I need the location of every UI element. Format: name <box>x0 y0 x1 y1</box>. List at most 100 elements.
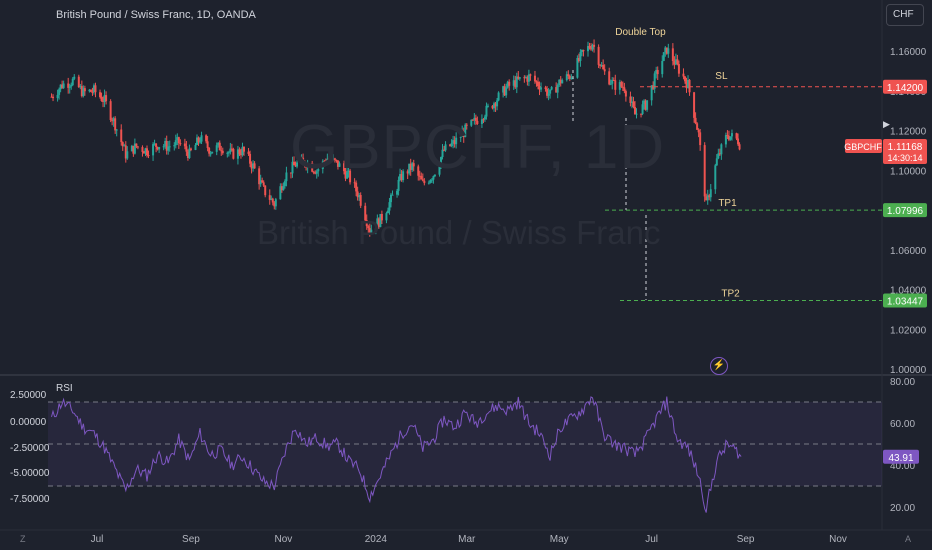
candle-body <box>512 80 515 86</box>
candle-body <box>321 161 324 170</box>
candle-body <box>599 64 602 66</box>
candle-body <box>418 175 421 177</box>
candle-body <box>540 87 543 90</box>
candle-body <box>544 87 547 90</box>
candle-body <box>239 154 242 156</box>
candle-body <box>332 158 335 160</box>
candle-body <box>280 186 283 191</box>
candle-body <box>123 145 126 147</box>
candle-body <box>612 79 615 81</box>
candle-body <box>347 170 350 173</box>
candle-body <box>112 118 115 122</box>
candle-body <box>99 92 102 98</box>
candle-body <box>703 145 706 197</box>
candle-body <box>503 86 506 96</box>
candle-body <box>83 88 86 92</box>
candle-body <box>186 151 189 158</box>
rsi-title: RSI <box>56 383 73 394</box>
candle-body <box>453 140 456 145</box>
candle-body <box>618 82 621 90</box>
candle-body <box>67 83 70 88</box>
candle-body <box>502 86 505 93</box>
candle-body <box>242 146 245 152</box>
candle-body <box>230 148 233 150</box>
candle-body <box>92 85 95 93</box>
time-tick-label: Jul <box>645 534 658 545</box>
candle-body <box>688 79 691 93</box>
candle-body <box>314 172 317 174</box>
scale-arrow-icon[interactable]: ▶ <box>883 119 890 129</box>
candle-body <box>693 92 696 118</box>
candle-body <box>717 153 720 159</box>
candle-body <box>374 228 377 230</box>
candle-body <box>124 145 127 159</box>
rsi-left-tick: 2.50000 <box>10 390 47 401</box>
time-tick-label: Jul <box>91 534 104 545</box>
candle-body <box>58 89 61 95</box>
time-tick-label: Mar <box>458 534 476 545</box>
candle-body <box>558 79 561 86</box>
candle-body <box>70 85 73 87</box>
candle-body <box>270 198 273 200</box>
candle-body <box>262 182 265 186</box>
candle-body <box>708 195 711 198</box>
candle-body <box>368 228 371 233</box>
candle-body <box>315 171 318 174</box>
candle-body <box>491 105 494 109</box>
candle-body <box>346 172 349 179</box>
candle-body <box>177 137 180 144</box>
candle-body <box>533 75 536 82</box>
candle-body <box>720 144 723 155</box>
candle-body <box>735 133 738 139</box>
candle-body <box>61 84 64 88</box>
candle-body <box>577 58 580 61</box>
candle-body <box>56 94 59 99</box>
candle-body <box>409 163 412 170</box>
candle-body <box>459 136 462 138</box>
candle-body <box>600 65 603 67</box>
lightning-icon[interactable]: ⚡ <box>710 357 728 375</box>
candle-body <box>514 80 517 88</box>
currency-button[interactable]: CHF <box>886 4 924 26</box>
last-price-bg <box>883 139 927 165</box>
candle-body <box>199 141 202 143</box>
auto-scale-icon: A <box>905 534 911 544</box>
candle-body <box>632 101 635 107</box>
candle-body <box>264 185 267 196</box>
price-label: 1.07996 <box>887 206 924 217</box>
candle-body <box>644 100 647 110</box>
candle-body <box>217 142 220 146</box>
candle-body <box>570 77 573 79</box>
candle-body <box>582 50 585 52</box>
candle-body <box>105 95 108 102</box>
candle-body <box>268 195 271 200</box>
candle-body <box>433 174 436 177</box>
candle-body <box>685 81 688 89</box>
candle-body <box>473 117 476 120</box>
candle-body <box>535 81 538 83</box>
chart-title: British Pound / Swiss Franc, 1D, OANDA <box>56 9 256 21</box>
price-label: 1.03447 <box>887 296 924 307</box>
candle-body <box>470 119 473 126</box>
candle-body <box>185 146 188 152</box>
candle-body <box>130 145 133 152</box>
countdown: 14:30:14 <box>887 153 922 163</box>
candle-body <box>152 144 155 156</box>
watermark-name: British Pound / Swiss Franc <box>257 214 661 251</box>
candle-body <box>486 105 489 107</box>
candle-body <box>630 101 633 103</box>
annotation-label: TP2 <box>721 288 740 299</box>
candle-body <box>643 100 646 105</box>
candle-body <box>162 146 165 148</box>
candle-body <box>629 96 632 103</box>
candle-body <box>396 190 399 195</box>
candle-body <box>737 138 740 145</box>
candle-body <box>379 213 382 228</box>
last-symbol: GBPCHF <box>844 142 882 152</box>
rsi-right-tick: 80.00 <box>890 377 915 388</box>
candle-body <box>412 163 415 167</box>
candle-body <box>349 170 352 183</box>
candle-body <box>111 119 114 122</box>
candle-body <box>188 148 191 158</box>
